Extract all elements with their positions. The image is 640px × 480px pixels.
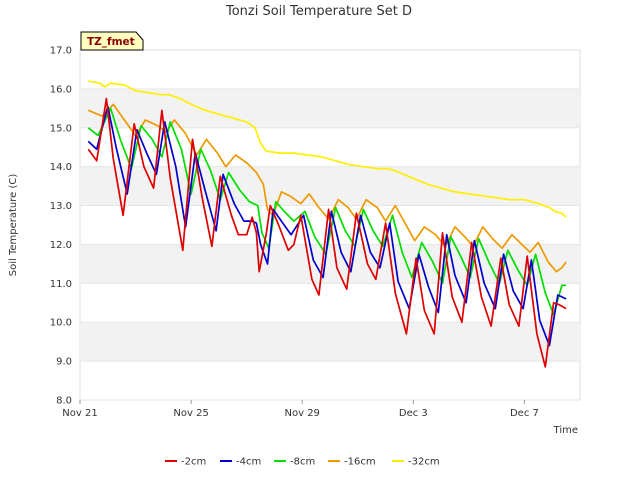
legend-label: -4cm [236, 457, 261, 468]
y-tick-label: 11.0 [50, 279, 72, 290]
x-tick-label: Nov 25 [173, 408, 208, 419]
y-tick-label: 9.0 [56, 357, 72, 368]
y-tick-label: 16.0 [50, 84, 72, 95]
x-tick-label: Dec 3 [399, 408, 428, 419]
y-tick-label: 14.0 [50, 162, 72, 173]
y-tick-label: 15.0 [50, 123, 72, 134]
legend-label: -2cm [181, 457, 206, 468]
x-tick-label: Dec 7 [510, 408, 539, 419]
x-axis-ticks: Nov 21 Nov 25 Nov 29 Dec 3 Dec 7 [62, 400, 539, 419]
badge-label: TZ_fmet [87, 36, 135, 48]
y-tick-label: 17.0 [50, 46, 72, 57]
legend-label: -16cm [344, 457, 376, 468]
y-tick-label: 12.0 [50, 240, 72, 251]
chart-title: Tonzi Soil Temperature Set D [225, 4, 412, 19]
series-line-neg4cm [87, 105, 567, 347]
y-tick-label: 10.0 [50, 318, 72, 329]
grid-bands [80, 88, 580, 401]
grid-band [80, 166, 580, 206]
x-tick-label: Nov 21 [62, 408, 97, 419]
series-line-neg8cm [87, 107, 567, 316]
legend-label: -8cm [290, 457, 315, 468]
series-lines [87, 80, 567, 368]
x-tick-label: Nov 29 [285, 408, 320, 419]
legend-label: -32cm [408, 457, 440, 468]
y-axis-label: Soil Temperature (C) [8, 174, 19, 277]
series-line-neg32cm [88, 80, 567, 218]
y-axis-ticks: 8.0 9.0 10.0 11.0 12.0 13.0 14.0 15.0 16.0 17.0 [50, 46, 72, 407]
badge-box [80, 31, 144, 51]
site-badge: TZ_fmet [80, 31, 144, 51]
series-line-neg16cm [87, 103, 567, 273]
series-line-neg2cm [87, 97, 567, 368]
x-axis-label: Time [553, 425, 578, 436]
y-tick-label: 13.0 [50, 201, 72, 212]
grid-band [80, 88, 580, 128]
legend: -2cm -4cm -8cm -16cm -32cm [165, 457, 440, 468]
y-tick-label: 8.0 [56, 396, 72, 407]
grid-band [80, 322, 580, 362]
